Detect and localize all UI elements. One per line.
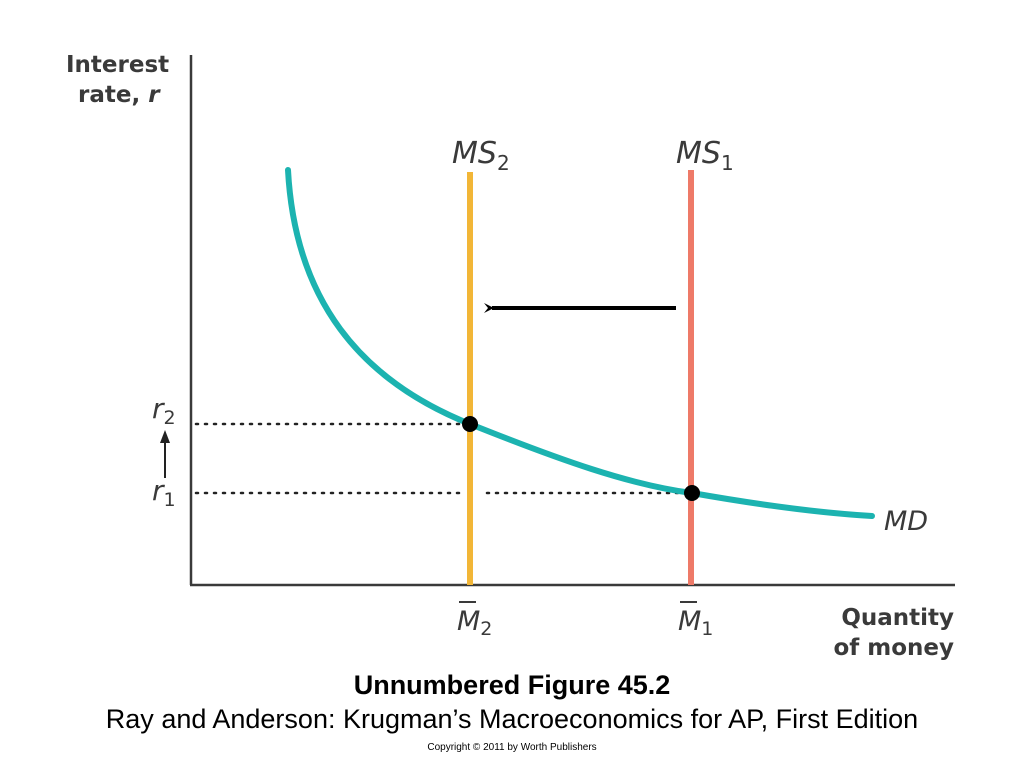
- m2-label-sub: 2: [480, 618, 492, 640]
- rate-increase-arrow: [160, 430, 170, 478]
- y-axis-title-line2: rate, r: [66, 80, 169, 110]
- ms2-label-sub: 2: [497, 151, 510, 175]
- x-axis-title-line2: of money: [833, 635, 954, 661]
- ms1-label-base: MS: [676, 136, 721, 171]
- m2-label-base: M: [457, 606, 480, 637]
- equilibrium-point-2: [462, 416, 478, 432]
- r2-label-base: r: [152, 392, 165, 425]
- r2-label-sub: 2: [164, 407, 176, 429]
- m1-label: M1: [678, 601, 713, 640]
- r2-label: r2: [152, 392, 176, 429]
- m2-label: M2: [457, 601, 492, 640]
- y-axis-title: Interest rate, r: [66, 50, 169, 110]
- m1-label-sub: 1: [701, 618, 713, 640]
- x-axis-title-line1: Quantity: [841, 605, 954, 631]
- svg-text:M1: M1: [678, 606, 713, 640]
- ms1-label: MS1: [676, 136, 734, 175]
- r1-label: r1: [152, 474, 176, 511]
- svg-text:M2: M2: [457, 606, 492, 640]
- equilibrium-point-1: [684, 485, 700, 501]
- y-axis-title-word: rate,: [78, 82, 141, 108]
- ms1-label-sub: 1: [721, 151, 734, 175]
- r1-label-sub: 1: [164, 489, 176, 511]
- y-axis-title-line1: Interest: [66, 52, 170, 78]
- caption-title: Unnumbered Figure 45.2: [353, 670, 671, 700]
- ms2-label-base: MS: [452, 136, 497, 171]
- md-label: MD: [884, 506, 928, 537]
- y-axis-title-variable: r: [148, 82, 160, 108]
- x-axis-title: Quantity of money: [832, 603, 954, 663]
- m1-label-base: M: [678, 606, 701, 637]
- r1-label-base: r: [152, 474, 165, 507]
- md-curve: [285, 167, 875, 519]
- ms2-label: MS2: [452, 136, 510, 175]
- caption-subtitle: Ray and Anderson: Krugman’s Macroeconomi…: [105, 704, 919, 734]
- caption-copyright: Copyright © 2011 by Worth Publishers: [427, 742, 597, 753]
